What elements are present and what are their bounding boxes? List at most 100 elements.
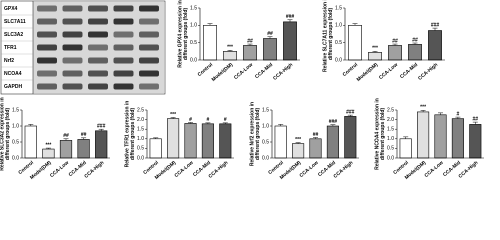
- blot-band: [62, 5, 83, 12]
- x-tick-label: CCA-Low: [174, 160, 195, 179]
- x-tick-label: CCA-Low: [424, 160, 445, 179]
- x-tick-label: CCA-High: [272, 62, 294, 82]
- y-tick-label: 1.5: [190, 5, 197, 11]
- y-axis-label: different groups (fold): [255, 108, 261, 161]
- bar: [201, 123, 214, 159]
- blot-band: [113, 83, 134, 90]
- bar: [309, 138, 322, 159]
- blot-band: [62, 70, 83, 77]
- blot-label: TFR1: [4, 45, 17, 51]
- y-tick-label: 0.0: [262, 155, 269, 161]
- blot-band: [139, 18, 159, 25]
- bar: [417, 111, 430, 159]
- blot-band: [139, 44, 159, 51]
- blot-band: [37, 44, 57, 51]
- x-tick-label: CCA-Low: [49, 160, 70, 179]
- blot-band: [139, 5, 159, 12]
- x-tick-label: CCA-High: [457, 160, 479, 180]
- significance-label: ###: [346, 109, 355, 115]
- y-axis-label: different groups (fold): [328, 8, 334, 61]
- blot-band: [37, 83, 57, 90]
- blot-label: Nrf2: [4, 58, 14, 64]
- blot-label: SLC7A11: [4, 19, 26, 25]
- blot-band: [113, 44, 134, 51]
- bar: [469, 124, 482, 159]
- blot-band: [139, 70, 159, 77]
- y-tick-label: 1.0: [137, 136, 144, 142]
- blot-band: [113, 70, 134, 77]
- y-axis-label: Relative SLC7A11 expression in: [322, 0, 328, 72]
- y-tick-label: 0.0: [137, 155, 144, 161]
- blot-band: [113, 31, 134, 38]
- blot-band: [37, 70, 57, 77]
- blot-band: [62, 18, 83, 25]
- significance-label: #: [457, 111, 460, 117]
- blot-band: [139, 83, 159, 90]
- y-axis-label: different groups (fold): [380, 108, 386, 161]
- y-tick-label: 1.0: [12, 123, 19, 129]
- significance-label: ***: [295, 137, 301, 143]
- significance-label: ##: [267, 31, 273, 37]
- bar: [274, 125, 287, 159]
- significance-label: ##: [412, 37, 418, 43]
- y-tick-label: 0.0: [12, 155, 19, 161]
- significance-label: ##: [63, 133, 69, 139]
- significance-label: #: [189, 117, 192, 123]
- x-tick-label: CCA-High: [417, 62, 439, 82]
- bar: [184, 123, 197, 159]
- significance-label: #: [224, 117, 227, 123]
- y-axis-label: Relative GPX4 expression in: [177, 0, 183, 68]
- bar: [219, 123, 232, 159]
- y-tick-label: 0.5: [190, 40, 197, 46]
- y-tick-label: 1.5: [262, 107, 269, 113]
- blot-label: SLC3A2: [4, 32, 23, 38]
- bar: [348, 25, 362, 61]
- page: GPX4 SLC7A11 SLC3A2 TFR1 Nrf2 NCOA4 GAPDH 0.0 0.…: [0, 0, 484, 181]
- y-axis-label: Relative Nrf2 expression in: [249, 102, 255, 166]
- bar: [95, 130, 108, 159]
- y-tick-label: 0.5: [262, 139, 269, 145]
- blot-band: [113, 57, 134, 64]
- significance-label: ***: [227, 45, 233, 51]
- bar: [388, 45, 402, 61]
- blot-label: NCOA4: [4, 71, 22, 77]
- significance-label: ##: [81, 132, 87, 138]
- x-tick-label: Model(DM): [211, 62, 235, 83]
- bar: [203, 25, 217, 61]
- y-tick-label: 2.5: [387, 107, 394, 113]
- significance-label: ###: [97, 124, 106, 130]
- bar: [399, 138, 412, 159]
- bar: [263, 38, 277, 61]
- figure: GPX4 SLC7A11 SLC3A2 TFR1 Nrf2 NCOA4 GAPDH 0.0 0.…: [0, 0, 484, 181]
- y-tick-label: 0.0: [335, 57, 342, 63]
- x-tick-label: CCA-Low: [378, 62, 399, 81]
- blot-band: [37, 57, 57, 64]
- significance-label: ***: [420, 105, 426, 111]
- bar: [223, 51, 237, 61]
- significance-label: #: [207, 117, 210, 123]
- y-axis-label: Relative NCOA4 expression in: [374, 98, 380, 170]
- bar: [243, 45, 257, 61]
- significance-label: ***: [45, 142, 51, 148]
- y-tick-label: 1.5: [137, 127, 144, 133]
- blot-band: [62, 44, 83, 51]
- blot-band: [37, 5, 57, 12]
- bar: [59, 140, 73, 159]
- bar: [42, 148, 55, 159]
- y-axis-label: Relative SLC3A2 expression in: [0, 97, 5, 170]
- bar: [408, 44, 422, 61]
- y-tick-label: 0.5: [335, 40, 342, 46]
- blot-band: [88, 57, 108, 64]
- y-tick-label: 2.5: [137, 107, 144, 113]
- significance-label: ###: [431, 22, 440, 28]
- significance-label: ##: [247, 38, 253, 44]
- y-tick-label: 2.0: [387, 117, 394, 123]
- blot-band: [139, 57, 159, 64]
- bar: [77, 139, 90, 159]
- y-axis-label: different groups (fold): [5, 108, 11, 161]
- blot-band: [88, 70, 108, 77]
- blot-band: [113, 5, 134, 12]
- bar: [283, 21, 297, 61]
- bar: [344, 116, 357, 159]
- x-tick-label: CCA-Low: [233, 62, 254, 81]
